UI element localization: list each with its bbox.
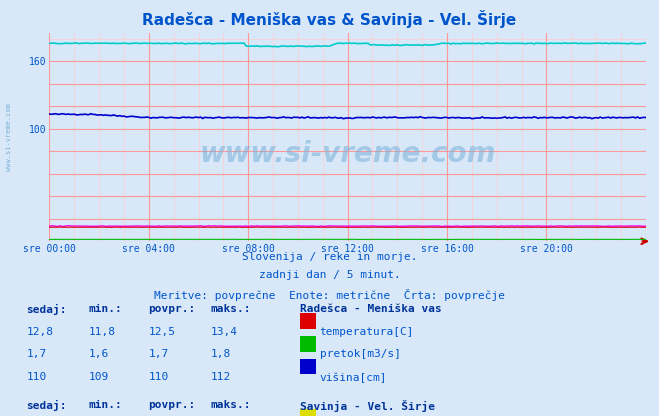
Text: 1,8: 1,8 <box>211 349 231 359</box>
Text: 11,8: 11,8 <box>89 327 116 337</box>
Text: 13,4: 13,4 <box>211 327 238 337</box>
Text: 110: 110 <box>26 372 47 382</box>
Text: Radešca - Meniška vas & Savinja - Vel. Širje: Radešca - Meniška vas & Savinja - Vel. Š… <box>142 10 517 28</box>
Text: 109: 109 <box>89 372 109 382</box>
Text: min.:: min.: <box>89 400 123 410</box>
Text: Savinja - Vel. Širje: Savinja - Vel. Širje <box>300 400 435 412</box>
Text: 1,7: 1,7 <box>148 349 169 359</box>
Text: min.:: min.: <box>89 304 123 314</box>
Text: sedaj:: sedaj: <box>26 304 67 315</box>
Text: povpr.:: povpr.: <box>148 304 196 314</box>
Text: www.si-vreme.com: www.si-vreme.com <box>5 103 12 171</box>
Text: Radešca - Meniška vas: Radešca - Meniška vas <box>300 304 442 314</box>
Text: Slovenija / reke in morje.: Slovenija / reke in morje. <box>242 252 417 262</box>
Text: povpr.:: povpr.: <box>148 400 196 410</box>
Text: www.si-vreme.com: www.si-vreme.com <box>200 140 496 168</box>
Text: 110: 110 <box>148 372 169 382</box>
Text: sedaj:: sedaj: <box>26 400 67 411</box>
Text: 12,8: 12,8 <box>26 327 53 337</box>
Text: 12,5: 12,5 <box>148 327 175 337</box>
Text: 112: 112 <box>211 372 231 382</box>
Text: maks.:: maks.: <box>211 304 251 314</box>
Text: zadnji dan / 5 minut.: zadnji dan / 5 minut. <box>258 270 401 280</box>
Text: Meritve: povprečne  Enote: metrične  Črta: povprečje: Meritve: povprečne Enote: metrične Črta:… <box>154 289 505 301</box>
Text: 1,7: 1,7 <box>26 349 47 359</box>
Text: višina[cm]: višina[cm] <box>320 372 387 383</box>
Text: 1,6: 1,6 <box>89 349 109 359</box>
Text: temperatura[C]: temperatura[C] <box>320 327 414 337</box>
Text: pretok[m3/s]: pretok[m3/s] <box>320 349 401 359</box>
Text: maks.:: maks.: <box>211 400 251 410</box>
